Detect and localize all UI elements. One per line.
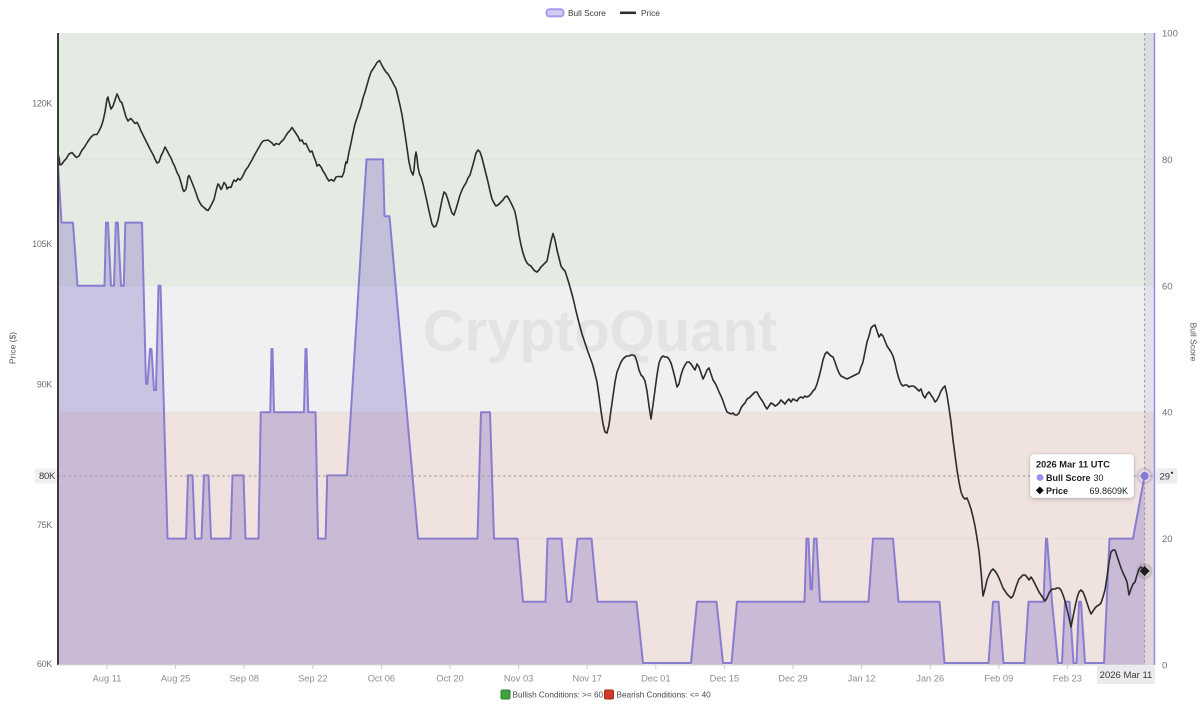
svg-text:Bull Score: Bull Score	[1046, 473, 1091, 483]
svg-text:Aug 11: Aug 11	[93, 673, 122, 683]
svg-text:90K: 90K	[37, 380, 52, 390]
svg-text:Dec 01: Dec 01	[641, 673, 670, 683]
svg-text:Bull Score: Bull Score	[1189, 323, 1199, 362]
svg-text:Jan 26: Jan 26	[916, 673, 944, 683]
svg-text:Oct 06: Oct 06	[368, 673, 395, 683]
svg-text:Sep 22: Sep 22	[298, 673, 327, 683]
svg-text:Sep 08: Sep 08	[229, 673, 258, 683]
svg-text:Bearish Conditions: <= 40: Bearish Conditions: <= 40	[617, 690, 712, 699]
svg-text:Price ($): Price ($)	[8, 332, 18, 364]
svg-text:2026 Mar 11 UTC: 2026 Mar 11 UTC	[1036, 460, 1110, 470]
svg-text:Price: Price	[1046, 486, 1068, 496]
svg-text:Dec 15: Dec 15	[710, 673, 739, 683]
svg-text:CryptoQuant: CryptoQuant	[423, 299, 777, 364]
svg-text:69.8609K: 69.8609K	[1089, 486, 1128, 496]
svg-text:Feb 09: Feb 09	[984, 673, 1013, 683]
svg-text:20: 20	[1162, 534, 1173, 545]
svg-text:120K: 120K	[32, 99, 52, 109]
svg-text:Bullish Conditions: >= 60: Bullish Conditions: >= 60	[513, 690, 604, 699]
svg-text:40: 40	[1162, 408, 1173, 419]
svg-text:60K: 60K	[37, 659, 52, 669]
svg-text:2026 Mar 11: 2026 Mar 11	[1100, 670, 1153, 681]
svg-text:29: 29	[1160, 471, 1171, 482]
svg-text:Aug 25: Aug 25	[161, 673, 190, 683]
svg-text:Jan 12: Jan 12	[848, 673, 876, 683]
svg-text:Nov 03: Nov 03	[504, 673, 533, 683]
svg-text:80K: 80K	[39, 471, 56, 482]
svg-text:105K: 105K	[32, 239, 52, 249]
svg-text:Price: Price	[641, 8, 660, 18]
svg-text:30: 30	[1094, 473, 1104, 483]
svg-text:Dec 29: Dec 29	[778, 673, 807, 683]
svg-text:80: 80	[1162, 155, 1173, 166]
svg-text:0: 0	[1162, 661, 1167, 672]
svg-text:75K: 75K	[37, 520, 52, 530]
svg-text:Bull Score: Bull Score	[568, 8, 606, 18]
svg-text:Nov 17: Nov 17	[572, 673, 601, 683]
svg-text:Feb 23: Feb 23	[1053, 673, 1082, 683]
svg-text:60: 60	[1162, 281, 1173, 292]
svg-text:100: 100	[1162, 29, 1178, 40]
svg-text:Oct 20: Oct 20	[436, 673, 463, 683]
